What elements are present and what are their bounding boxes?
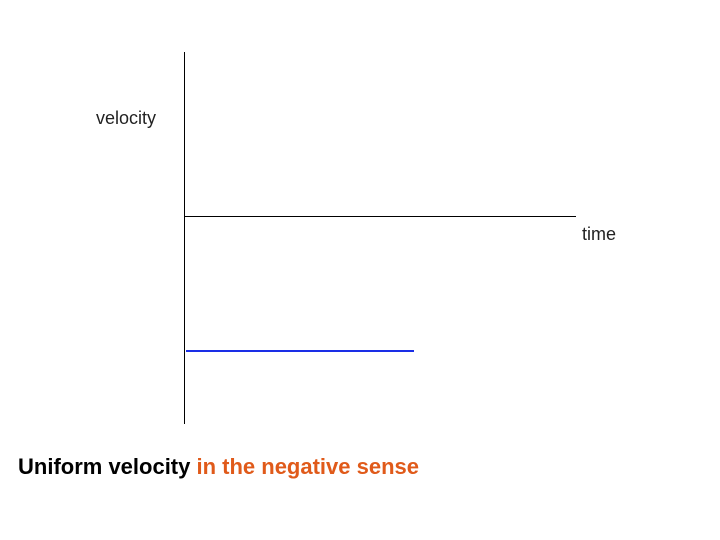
caption-lead: Uniform velocity	[18, 454, 196, 479]
velocity-series-line	[186, 350, 414, 352]
x-axis	[184, 216, 576, 217]
chart-stage: velocity time Uniform velocity in the ne…	[0, 0, 720, 540]
x-axis-label: time	[582, 224, 616, 245]
y-axis	[184, 52, 185, 424]
y-axis-label: velocity	[96, 108, 156, 129]
caption-emphasis: in the negative sense	[196, 454, 419, 479]
chart-caption: Uniform velocity in the negative sense	[18, 454, 419, 480]
